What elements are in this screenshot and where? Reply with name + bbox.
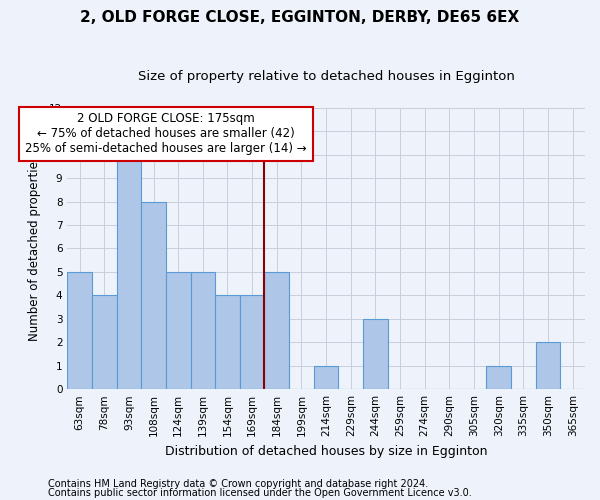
Text: Contains public sector information licensed under the Open Government Licence v3: Contains public sector information licen… <box>48 488 472 498</box>
Y-axis label: Number of detached properties: Number of detached properties <box>28 156 41 342</box>
Bar <box>215 296 240 389</box>
Bar <box>487 366 511 389</box>
Bar <box>67 272 92 389</box>
Text: 2 OLD FORGE CLOSE: 175sqm
← 75% of detached houses are smaller (42)
25% of semi-: 2 OLD FORGE CLOSE: 175sqm ← 75% of detac… <box>25 112 307 156</box>
Bar <box>116 154 141 389</box>
Bar <box>240 296 265 389</box>
Bar <box>166 272 191 389</box>
Bar <box>536 342 560 389</box>
Text: Contains HM Land Registry data © Crown copyright and database right 2024.: Contains HM Land Registry data © Crown c… <box>48 479 428 489</box>
Bar <box>92 296 116 389</box>
Bar <box>191 272 215 389</box>
Text: 2, OLD FORGE CLOSE, EGGINTON, DERBY, DE65 6EX: 2, OLD FORGE CLOSE, EGGINTON, DERBY, DE6… <box>80 10 520 25</box>
Bar <box>363 319 388 389</box>
Bar <box>265 272 289 389</box>
Title: Size of property relative to detached houses in Egginton: Size of property relative to detached ho… <box>137 70 515 83</box>
Bar <box>314 366 338 389</box>
X-axis label: Distribution of detached houses by size in Egginton: Distribution of detached houses by size … <box>165 444 487 458</box>
Bar <box>141 202 166 389</box>
